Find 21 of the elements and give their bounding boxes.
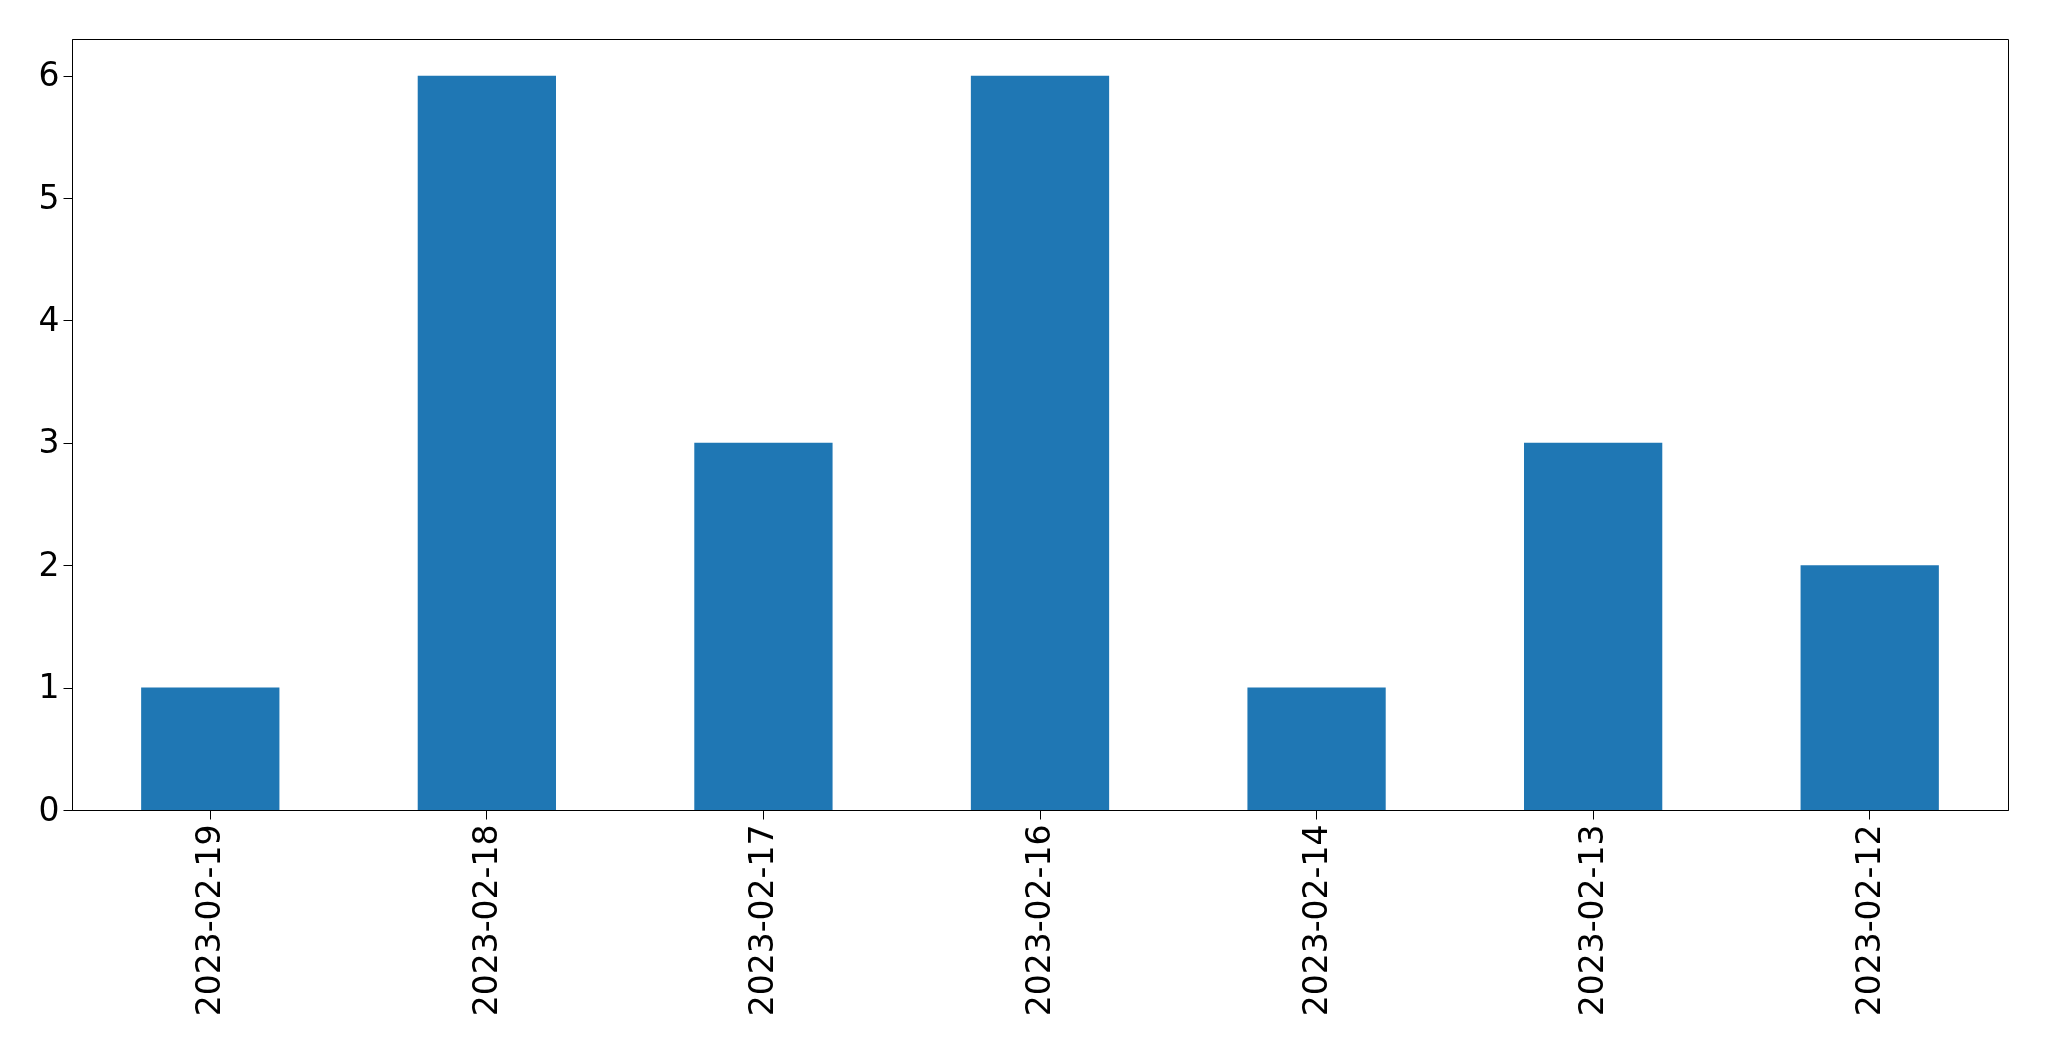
- bar: [1247, 687, 1386, 810]
- x-tick-label: 2023-02-12: [1848, 824, 1888, 1017]
- bar: [694, 442, 833, 810]
- x-tick-label: 2023-02-13: [1572, 824, 1612, 1017]
- y-tick-label: 1: [38, 667, 60, 707]
- y-tick-label: 6: [38, 55, 60, 95]
- bar: [1800, 565, 1939, 810]
- x-tick-label: 2023-02-17: [742, 824, 782, 1017]
- bar: [417, 75, 556, 810]
- bar: [141, 687, 280, 810]
- y-tick-label: 2: [38, 544, 60, 584]
- x-tick-label: 2023-02-18: [465, 824, 505, 1017]
- x-tick-label: 2023-02-16: [1019, 824, 1058, 1017]
- y-tick-label: 3: [38, 422, 60, 462]
- y-tick-label: 0: [38, 789, 60, 829]
- x-tick-label: 2023-02-14: [1295, 824, 1335, 1017]
- y-tick-label: 5: [38, 177, 60, 217]
- bar: [1524, 442, 1663, 810]
- y-tick-label: 4: [38, 299, 60, 339]
- x-tick-label: 2023-02-19: [189, 824, 229, 1017]
- bar: [970, 75, 1110, 810]
